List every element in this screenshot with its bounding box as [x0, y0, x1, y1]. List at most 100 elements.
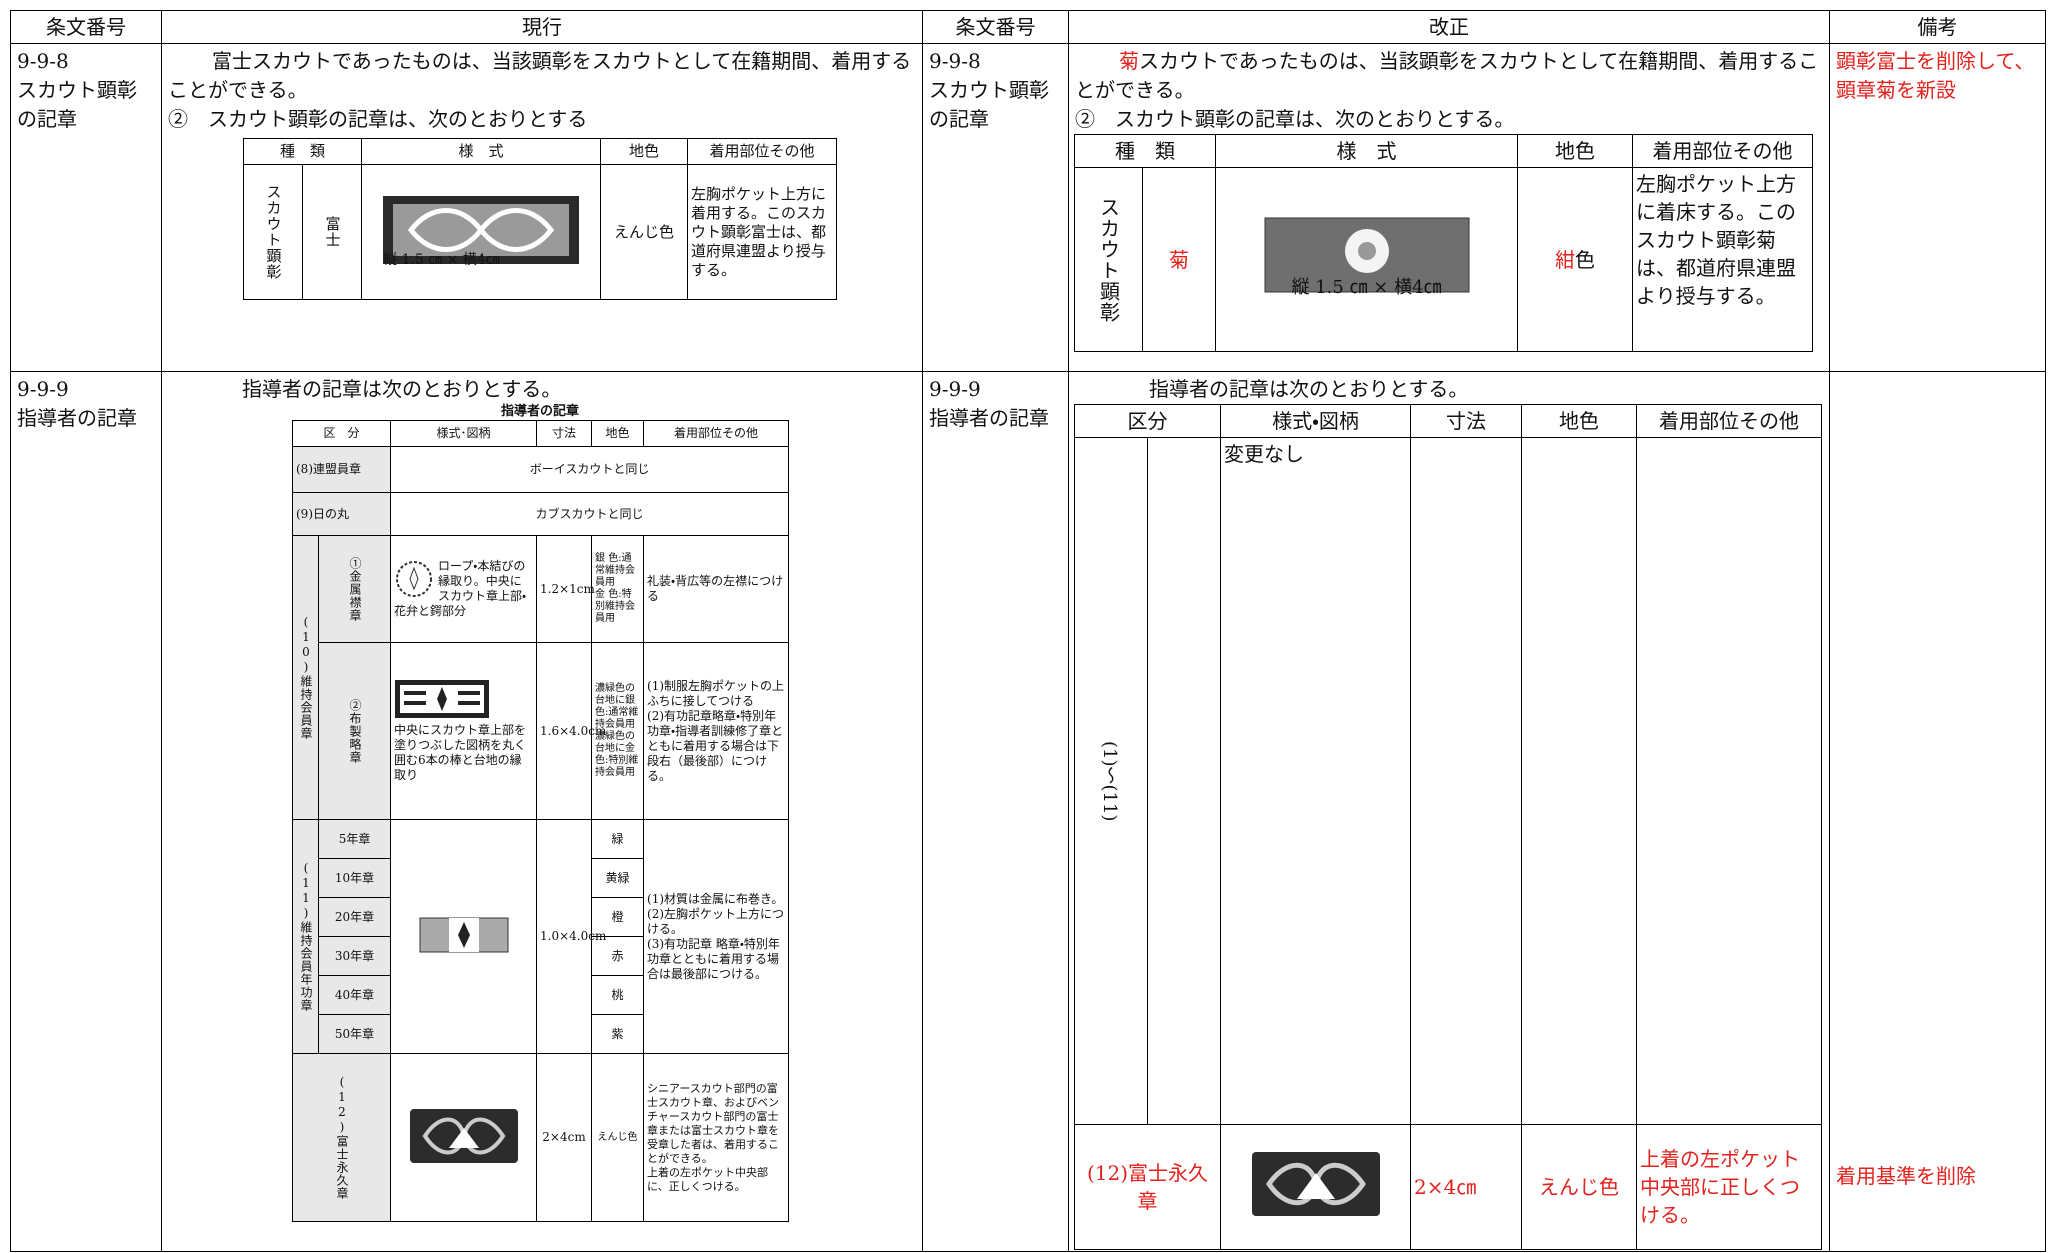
text: 9-9-9 — [17, 377, 69, 401]
text: 着用部位その他 — [1636, 404, 1822, 438]
row: スカウト顕彰 富士 縦 1.5 ㎝ × 横4㎝ えんじ色 左胸ポケット上方に着用… — [243, 164, 838, 300]
text: 銀 色:通常維持会員用 — [595, 553, 636, 588]
cell — [390, 1053, 538, 1222]
text: 30年章 — [317, 936, 392, 976]
cell: 銀 色:通常維持会員用金 色:特別維持会員用 — [591, 535, 645, 643]
row: ②布製略章 中央にスカウト章上部を塗りつぶした図柄を丸く囲む6本の棒と台地の縁取… — [293, 642, 790, 820]
badge-image — [395, 680, 490, 718]
text: 中央にスカウト章上部を塗りつぶした図柄を丸く囲む6本の棒と台地の縁取り — [394, 723, 527, 782]
text: 種 類 — [1074, 134, 1216, 168]
text: 地色 — [1517, 134, 1633, 168]
cell: 縦 1.5 ㎝ × 横4㎝ — [361, 164, 602, 300]
text: 変更なし — [1220, 437, 1411, 1125]
text: 区分 — [1074, 404, 1221, 438]
text: 様 式 — [1215, 134, 1518, 168]
text: えんじ色 — [600, 164, 689, 300]
row: (1)〜(11) 変更なし — [1074, 437, 1822, 1125]
text: 地色 — [1521, 404, 1637, 438]
text: (11)維持会員年功章 — [299, 861, 313, 1012]
badge-image — [409, 1108, 518, 1163]
shape — [422, 1117, 505, 1154]
row: (12)富士永久章 2×4㎝ えんじ色 上着の左ポケット中央部に正しくつける。 — [1074, 1124, 1822, 1250]
text: 黄緑 — [591, 858, 645, 898]
cell: (1)制服左胸ポケットの上ふちに接してつける (2)有功記章略章・特別年功章・指導… — [643, 642, 790, 820]
shape: 区分 様式・図柄 寸法 地色 着用部位その他 (1)〜(11) 変更なし (12)富士永… — [1074, 404, 1822, 1250]
text: シニアースカウト部門の富士スカウト章、およびベンチャースカウト部門の富士章または… — [647, 1081, 780, 1165]
text: (2)左胸ポケット上方につける。 — [647, 906, 785, 936]
text: 指導者の記章 — [929, 406, 1049, 430]
row: スカウト顕彰 菊 縦 1.5 ㎝ × 横4㎝ 紺色 左胸ポケット上方に着床する。… — [1074, 167, 1813, 352]
cell — [1636, 437, 1822, 1125]
row: 9-9-9 指導者の記章 指導者の記章は次のとおりとする。 指導者の記章 区 分様… — [10, 371, 2046, 1252]
text: 桃 — [591, 975, 645, 1015]
text: 5年章 — [317, 819, 392, 859]
text: 左胸ポケット上方に着床する。このスカウト顕彰菊は、都道府県連盟より授与する。 — [1632, 167, 1813, 352]
shape — [457, 921, 470, 948]
text: 2×4cm — [536, 1053, 593, 1222]
cell: 中央にスカウト章上部を塗りつぶした図柄を丸く囲む6本の棒と台地の縁取り — [390, 642, 538, 820]
row: (10)維持会員章 ①金属襟章 ロープ・本結びの縁取り。中央にスカウト章上部・花… — [292, 535, 790, 820]
row: 50年章 紫 — [293, 1014, 789, 1054]
shape — [404, 691, 427, 695]
paragraph: 指導者の記章は次のとおりとする。 — [1149, 377, 1469, 401]
text: (10)維持会員章 — [299, 615, 313, 740]
cell — [1147, 437, 1221, 1125]
cell — [390, 819, 538, 1054]
text: 橙 — [591, 897, 645, 937]
text: (3)有功記章 略章・特別年功章とともに着用する場合は最後部につける。 — [647, 936, 780, 981]
cell: (11)維持会員年功章 — [292, 819, 319, 1054]
text: 10年章 — [317, 858, 392, 898]
text: 縦 1.5 ㎝ × 横4㎝ — [1291, 277, 1442, 298]
shape — [1265, 1162, 1366, 1205]
cell: 富士スカウトであったものは、当該顕彰をスカウトとして在籍期間、着用することができ… — [161, 43, 923, 372]
header-cell: 条文番号 — [922, 10, 1069, 44]
text: 紺 — [1555, 247, 1575, 272]
cell: スカウト顕彰 — [243, 164, 303, 300]
text: 着用部位その他 — [643, 420, 790, 447]
cell: (12)富士永久章 — [291, 1053, 392, 1222]
text: ②布製略章 — [348, 698, 362, 764]
cell: 富士 — [301, 164, 363, 300]
text: 40年章 — [317, 975, 392, 1015]
paragraph: スカウトであったものは、当該顕彰をスカウトとして在籍期間、着用することができる。 — [1075, 49, 1819, 102]
text: 種 類 — [242, 138, 363, 165]
badge-image — [383, 196, 580, 264]
shape — [409, 566, 419, 591]
cell: ②布製略章 — [317, 642, 392, 820]
row: (11)維持会員年功章 5年章 1.0×4.0cm 緑 (1)材質は金属に布巻き… — [292, 819, 790, 1054]
text: 菊 — [1142, 167, 1216, 352]
row: (9)日の丸 カブスカウトと同じ — [291, 492, 790, 536]
text: (8)連盟員章 — [291, 446, 392, 493]
text: 2×4㎝ — [1410, 1124, 1522, 1250]
text: 濃緑色の台地に銀色:通常維持会員用 — [595, 683, 639, 730]
cell: 濃緑色の台地に銀色:通常維持会員用 濃緑色の台地に金色:特別維持会員用 — [591, 642, 645, 820]
shape — [1296, 1172, 1335, 1199]
text: 富士 — [323, 216, 342, 248]
text: ①金属襟章 — [348, 556, 362, 622]
text: 様式･図柄 — [390, 420, 538, 447]
text: (1)材質は金属に布巻き。 — [647, 891, 784, 906]
paragraph: 富士スカウトであったものは、当該顕彰をスカウトとして在籍期間、着用することができ… — [168, 49, 912, 102]
row: (12)富士永久章 2×4cm えんじ色 シニアースカウト部門の富士スカウト章、… — [291, 1053, 790, 1222]
text: 20年章 — [317, 897, 392, 937]
text: 指導者の記章 — [17, 406, 137, 430]
badge-table: 種 類様 式地色 着用部位その他 スカウト顕彰 富士 縦 1.5 ㎝ × 横4㎝ … — [242, 138, 838, 300]
text: の記章 — [929, 107, 989, 131]
text: 濃緑色の台地に金色:特別維持会員用 — [595, 731, 639, 778]
paragraph: ② スカウト顕彰の記章は、次のとおりとする — [168, 107, 588, 131]
cell — [1521, 437, 1637, 1125]
text: 9-9-8 — [17, 49, 69, 73]
header-cell: 改正 — [1068, 10, 1830, 44]
badge-image — [1251, 1151, 1380, 1216]
shape: 条文番号 現行 条文番号 改正 備考 9-9-8 スカウト顕彰 の記章 富士スカウトであ… — [10, 10, 2046, 1252]
leader-badge-table: 区分 様式・図柄 寸法 地色 着用部位その他 (1)〜(11) 変更なし (12)富士永… — [1074, 404, 1822, 1250]
text: 赤 — [591, 936, 645, 976]
shape — [1357, 242, 1376, 260]
text: 50年章 — [317, 1014, 392, 1054]
text: の記章 — [17, 107, 77, 131]
row: (8)連盟員章 ボーイスカウトと同じ — [291, 446, 790, 493]
row: 30年章 赤 — [293, 936, 789, 976]
text: 様式・図柄 — [1220, 404, 1411, 438]
text: えんじ色 — [1521, 1124, 1637, 1250]
row: 9-9-8 スカウト顕彰 の記章 富士スカウトであったものは、当該顕彰をスカウトとし… — [10, 43, 2046, 372]
